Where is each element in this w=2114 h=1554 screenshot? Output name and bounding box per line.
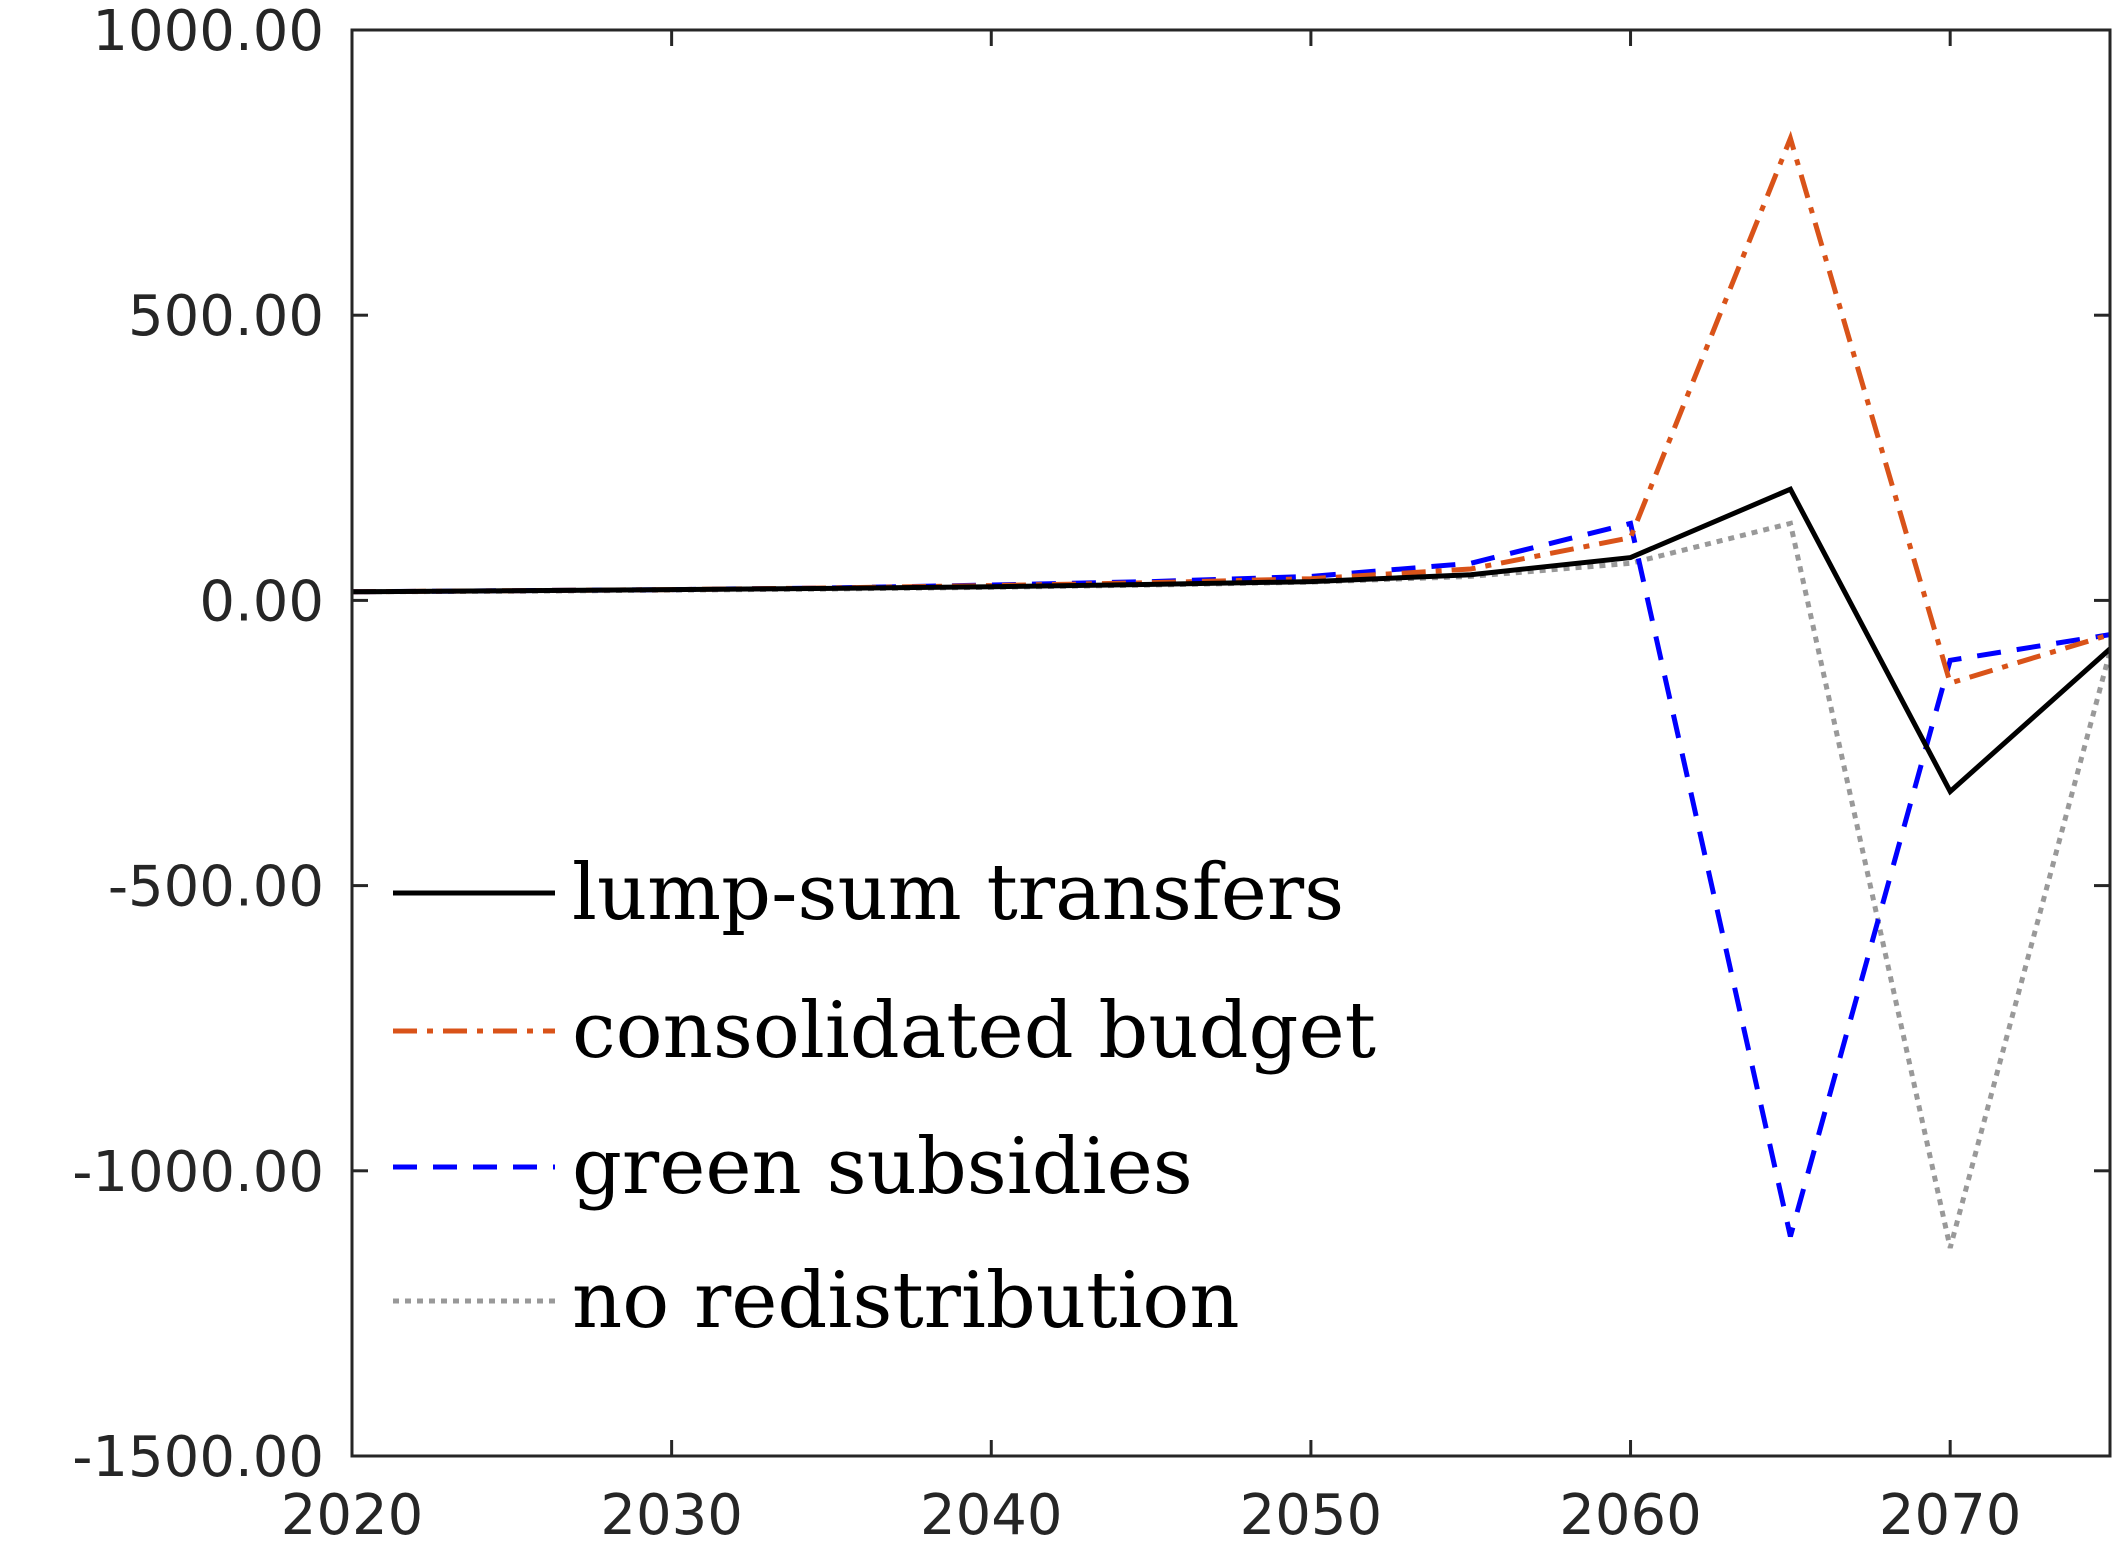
series-line-1 <box>352 130 2110 687</box>
series-line-0 <box>352 485 2110 796</box>
legend-label-0: lump-sum transfers <box>572 848 1344 938</box>
legend-label-3: no redistribution <box>572 1256 1240 1346</box>
x-tick-label: 2040 <box>920 1483 1063 1548</box>
y-tick-label: 500.00 <box>128 284 324 349</box>
tick-layer: 2020 2030 2040 2050 2060 2070 -1500.00 -1000.00… <box>72 0 2110 1548</box>
legend-label-2: green subsidies <box>572 1122 1193 1212</box>
x-tick-label: 2070 <box>1879 1483 2022 1548</box>
y-tick-label: -500.00 <box>108 855 324 920</box>
series-layer <box>352 130 2110 1249</box>
y-tick-label: -1000.00 <box>72 1140 324 1205</box>
y-tick-label: -1500.00 <box>72 1425 324 1490</box>
x-tick-label: 2060 <box>1559 1483 1702 1548</box>
x-tick-label: 2020 <box>281 1483 424 1548</box>
legend: lump-sum transfers consolidated budget gre… <box>393 848 1376 1346</box>
y-tick-label: 0.00 <box>199 569 324 634</box>
plot-frame <box>350 28 2112 1458</box>
y-tick-label: 1000.00 <box>92 0 324 64</box>
x-tick-label: 2030 <box>600 1483 743 1548</box>
x-tick-label: 2050 <box>1240 1483 1383 1548</box>
legend-label-1: consolidated budget <box>572 986 1376 1076</box>
